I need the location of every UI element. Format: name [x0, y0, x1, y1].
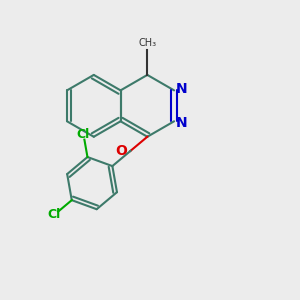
Text: Cl: Cl — [77, 128, 90, 141]
Text: N: N — [176, 82, 188, 96]
Text: O: O — [115, 144, 127, 158]
Text: N: N — [176, 116, 188, 130]
Text: CH₃: CH₃ — [138, 38, 156, 48]
Text: Cl: Cl — [47, 208, 61, 221]
